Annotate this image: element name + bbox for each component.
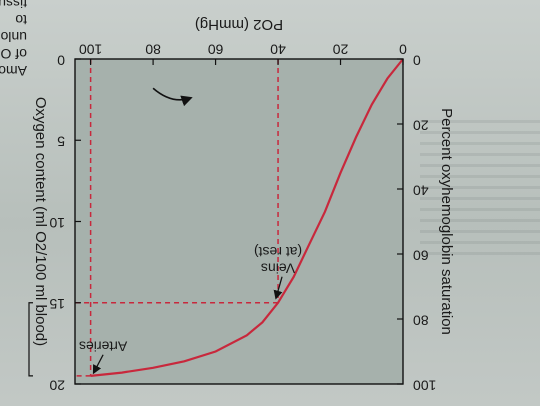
y-tick-label: 100 [413,377,437,393]
veins-sub-label: (at rest) [254,244,302,260]
arteries-label: Arteries [79,338,127,354]
y-tick-label: 0 [413,52,421,68]
y-axis-label: Percent oxyhemoglobin saturation [438,108,455,335]
y-tick-label: 80 [413,312,429,328]
bleed-through-text [420,120,540,260]
veins-arrow [273,276,283,300]
x-tick-label: 40 [270,41,286,57]
unloaded-label-line-4: tissues [0,0,27,11]
x-tick-label: 20 [333,41,349,57]
y-tick-label: 60 [413,247,429,263]
y2-tick-label: 0 [57,52,65,68]
unloaded-label-line-1: of O2 [0,46,27,62]
axis-ticks: 0 20 40 60 80 100 0 20 40 60 80 100 0 5 10 15 20 [49,41,436,393]
reference-lines [75,59,279,377]
annotations: Veins(at rest) Arteries Amountof O2unloade… [0,0,302,377]
unloaded-label-line-2: unloaded [0,29,27,45]
y-tick-label: 40 [413,182,429,198]
x-tick-label: 100 [79,41,103,57]
unloaded-label-line-3: to [15,12,27,28]
y2-axis-label: Oxygen content (ml O2/100 ml blood) [32,97,49,346]
unloaded-bracket [28,302,33,377]
x-tick-label: 60 [208,41,224,57]
veins-label: Veins [261,260,295,276]
x-tick-label: 0 [399,41,407,57]
arteries-arrow [92,354,104,375]
x-axis-label: PO2 (mmHg) [195,16,283,33]
axis-labels: PO2 (mmHg) Percent oxyhemoglobin saturati… [32,16,455,346]
unload-direction-arrow [152,87,193,107]
y2-tick-label: 15 [49,296,65,312]
x-tick-label: 80 [145,41,161,57]
plot-area [75,59,403,384]
dissociation-curve [90,58,404,377]
y2-tick-label: 20 [49,377,65,393]
y-tick-label: 20 [413,117,429,133]
y2-tick-label: 10 [49,215,65,231]
y2-tick-label: 5 [57,134,65,150]
unloaded-label-line-0: Amount [0,63,27,79]
